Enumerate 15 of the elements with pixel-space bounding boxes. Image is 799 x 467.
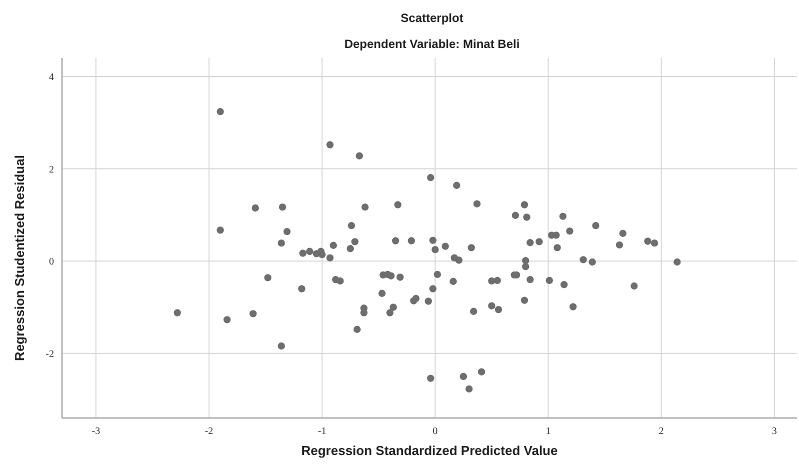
x-tick-label: -1 bbox=[318, 426, 326, 437]
y-tick-label: 0 bbox=[49, 256, 54, 268]
x-tick-label: -3 bbox=[92, 426, 100, 437]
x-tick-label: 1 bbox=[546, 426, 551, 437]
y-tick-label: 2 bbox=[49, 164, 54, 176]
y-tick-label: -2 bbox=[46, 348, 54, 360]
chart-subtitle: Dependent Variable: Minat Beli bbox=[344, 37, 520, 51]
x-tick-label: 0 bbox=[432, 426, 438, 437]
chart-title: Scatterplot bbox=[400, 11, 464, 25]
x-tick-label: 2 bbox=[658, 426, 664, 437]
x-axis-title: Regression Standardized Predicted Value bbox=[301, 443, 558, 458]
y-tick-label: 4 bbox=[49, 72, 54, 83]
y-axis-title: Regression Studentized Residual bbox=[12, 155, 27, 361]
x-tick-label: 3 bbox=[772, 426, 777, 437]
x-tick-label: -2 bbox=[204, 426, 214, 437]
